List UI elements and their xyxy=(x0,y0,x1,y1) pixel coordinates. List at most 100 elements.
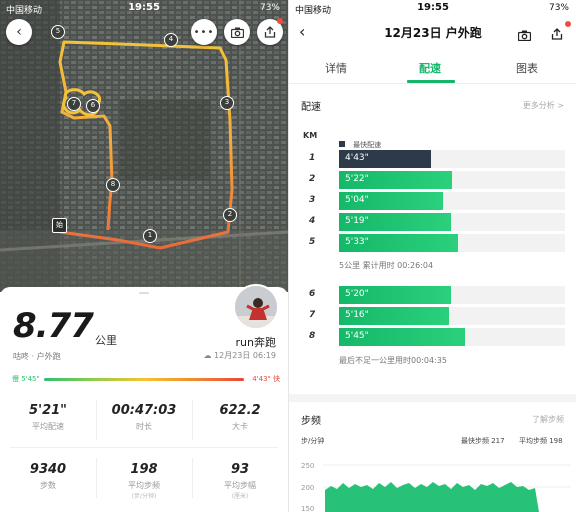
more-button[interactable]: ••• xyxy=(191,19,217,45)
route-map[interactable]: 中国移动 19:55 73% 1 2 3 4 5 6 7 8 始 ‹ ••• xyxy=(0,0,288,292)
pace-value: 4'43" xyxy=(345,153,369,163)
pace-bar xyxy=(339,234,458,252)
camera-button[interactable] xyxy=(224,19,250,45)
tab-bar: 详情 配速 图表 xyxy=(289,54,576,84)
notification-dot xyxy=(565,21,571,27)
divider xyxy=(96,458,97,498)
pace-value: 5'45" xyxy=(345,331,369,341)
km-label: 6 xyxy=(309,289,316,299)
back-button[interactable]: ‹ xyxy=(6,19,32,45)
user-name: run奔跑 xyxy=(235,336,276,349)
pace-bar xyxy=(339,286,451,304)
status-time: 19:55 xyxy=(128,2,160,13)
pace-bar xyxy=(339,171,452,189)
left-screen: 中国移动 19:55 73% 1 2 3 4 5 6 7 8 始 ‹ ••• xyxy=(0,0,288,512)
pace-section-title: 配速 xyxy=(301,102,321,113)
pace-row-km-7: 7 5'16" xyxy=(289,307,576,325)
km-label: 2 xyxy=(309,174,316,184)
camera-icon xyxy=(230,27,244,38)
share-icon xyxy=(551,28,563,40)
run-summary-card xyxy=(0,287,288,512)
stat-value: 622.2 xyxy=(219,403,261,418)
notification-dot xyxy=(277,18,283,24)
start-marker[interactable]: 始 xyxy=(52,218,67,233)
legend-label: 最快配速 xyxy=(353,141,382,149)
stat-value: 00:47:03 xyxy=(111,403,177,418)
divider xyxy=(192,400,193,440)
pace-value: 5'19" xyxy=(345,216,369,226)
cadence-max: 最快步频 217 xyxy=(461,437,505,445)
runner-photo xyxy=(235,286,277,328)
fastest-legend: 最快配速 xyxy=(339,132,381,151)
avatar[interactable] xyxy=(233,284,279,330)
pace-slow-label: 慢 5'45" xyxy=(12,375,40,383)
activity-subtitle: 咕咚 · 户外跑 xyxy=(13,352,61,361)
section-divider xyxy=(289,394,576,402)
km-marker-1[interactable]: 1 xyxy=(143,229,157,243)
back-button[interactable]: ‹ xyxy=(299,22,305,41)
cadence-area xyxy=(325,482,539,512)
pace-value: 5'04" xyxy=(345,195,369,205)
stat-label: 平均配速 xyxy=(32,422,64,431)
tab-details[interactable]: 详情 xyxy=(325,62,347,75)
pace-value: 5'16" xyxy=(345,310,369,320)
km-label: 8 xyxy=(309,331,316,341)
status-bar: 中国移动 19:55 73% xyxy=(0,0,288,16)
km-marker-6[interactable]: 6 xyxy=(86,99,100,113)
pace-value: 5'20" xyxy=(345,289,369,299)
status-bar: 中国移动 19:55 73% xyxy=(289,0,576,16)
carrier-label: 中国移动 xyxy=(6,6,43,16)
pace-value: 5'33" xyxy=(345,237,369,247)
share-button[interactable] xyxy=(551,25,563,44)
satellite-map-image xyxy=(0,0,288,292)
km-header: KM xyxy=(303,131,318,140)
run-date: ☁ 12月23日 06:19 xyxy=(203,350,276,361)
last-km-note: 最后不足一公里用时00:04:35 xyxy=(339,356,447,365)
y-tick: 150 xyxy=(301,505,314,512)
km-label: 4 xyxy=(309,216,316,226)
pace-bar xyxy=(339,192,443,210)
right-screen: 中国移动 19:55 73% ‹ 12月23日 户外跑 详情 配速 图表 配速 … xyxy=(288,0,576,512)
stat-value: 9340 xyxy=(29,462,67,477)
pace-bar xyxy=(339,307,449,325)
stat-value: 93 xyxy=(230,462,250,477)
page-title: 12月23日 户外跑 xyxy=(384,26,482,40)
learn-cadence-link[interactable]: 了解步频 xyxy=(532,415,564,424)
km-marker-5[interactable]: 5 xyxy=(51,25,65,39)
km-marker-3[interactable]: 3 xyxy=(220,96,234,110)
stat-avg-pace: 5'21" 平均配速 xyxy=(0,403,96,432)
drag-handle[interactable] xyxy=(139,292,149,294)
pace-bar xyxy=(339,213,451,231)
stat-cadence: 198 平均步频 (步/分钟) xyxy=(96,462,192,500)
pace-row-km-4: 4 5'19" xyxy=(289,213,576,231)
km-label: 5 xyxy=(309,237,316,247)
pace-row-km-3: 3 5'04" xyxy=(289,192,576,210)
km-label: 3 xyxy=(309,195,316,205)
five-km-note: 5公里 累计用时 00:26:04 xyxy=(339,261,434,270)
more-analysis-link[interactable]: 更多分析 > xyxy=(522,101,564,110)
share-icon xyxy=(264,26,276,38)
stat-label: 步数 xyxy=(40,481,56,490)
km-marker-7[interactable]: 7 xyxy=(67,97,81,111)
stat-label: 时长 xyxy=(136,422,152,431)
divider xyxy=(192,458,193,498)
battery-label: 73% xyxy=(259,3,280,13)
camera-button[interactable] xyxy=(517,26,532,45)
stat-value: 198 xyxy=(130,462,158,477)
pace-row-km-8: 8 5'45" xyxy=(289,328,576,346)
km-marker-8[interactable]: 8 xyxy=(106,178,120,192)
pace-row-km-2: 2 5'22" xyxy=(289,171,576,189)
distance-value: 8.77 xyxy=(13,306,94,346)
km-marker-2[interactable]: 2 xyxy=(223,208,237,222)
km-marker-4[interactable]: 4 xyxy=(164,33,178,47)
tab-pace[interactable]: 配速 xyxy=(419,62,441,75)
stat-label: 平均步频 xyxy=(128,481,160,490)
pace-row-km-6: 6 5'20" xyxy=(289,286,576,304)
divider xyxy=(96,400,97,440)
back-icon: ‹ xyxy=(16,24,22,40)
pace-bar-fastest xyxy=(339,150,431,168)
km-label: 1 xyxy=(309,153,316,163)
pace-row-km-5: 5 5'33" xyxy=(289,234,576,252)
stat-steps: 9340 步数 xyxy=(0,462,96,491)
tab-charts[interactable]: 图表 xyxy=(516,62,538,75)
